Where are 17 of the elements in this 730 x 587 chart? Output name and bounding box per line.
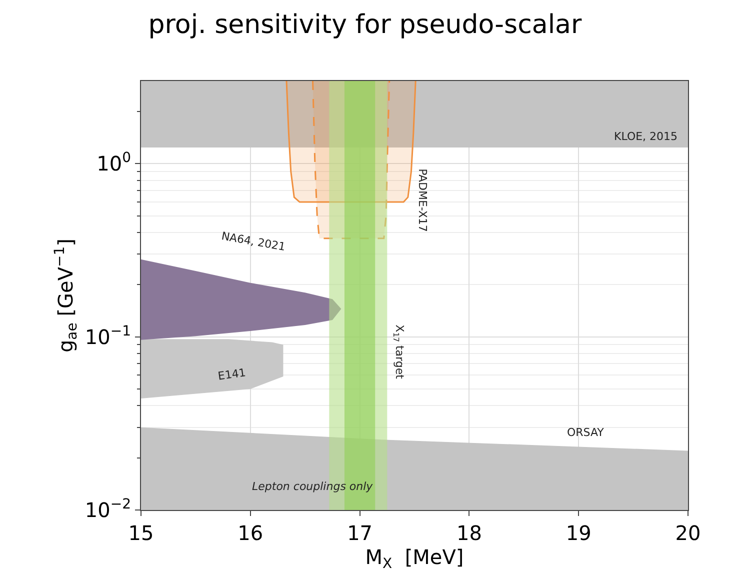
- y-tick-label: 10$^{−1}$: [84, 323, 131, 349]
- annotation: NA64, 2021: [220, 230, 286, 254]
- annotation: Lepton couplings only: [252, 480, 374, 493]
- annotation: E141: [217, 366, 247, 383]
- annotation: PADME-X17: [416, 168, 430, 232]
- y-tick-label: 10$^{0}$: [96, 150, 131, 176]
- x-tick-label: 17: [347, 521, 373, 545]
- x-tick-label: 20: [675, 521, 701, 545]
- annotation: ORSAY: [567, 426, 604, 439]
- band-label: KLOE, 2015: [614, 130, 678, 143]
- x-tick-label: 19: [566, 521, 592, 545]
- x-axis-title: M$_{X}$ [MeV]: [365, 545, 464, 572]
- y-tick-label: 10$^{−2}$: [84, 496, 131, 522]
- x-tick-label: 18: [456, 521, 482, 545]
- x-tick-label: 16: [238, 521, 264, 545]
- chart-title: proj. sensitivity for pseudo-scalar: [148, 10, 582, 40]
- x-tick-label: 15: [128, 521, 154, 545]
